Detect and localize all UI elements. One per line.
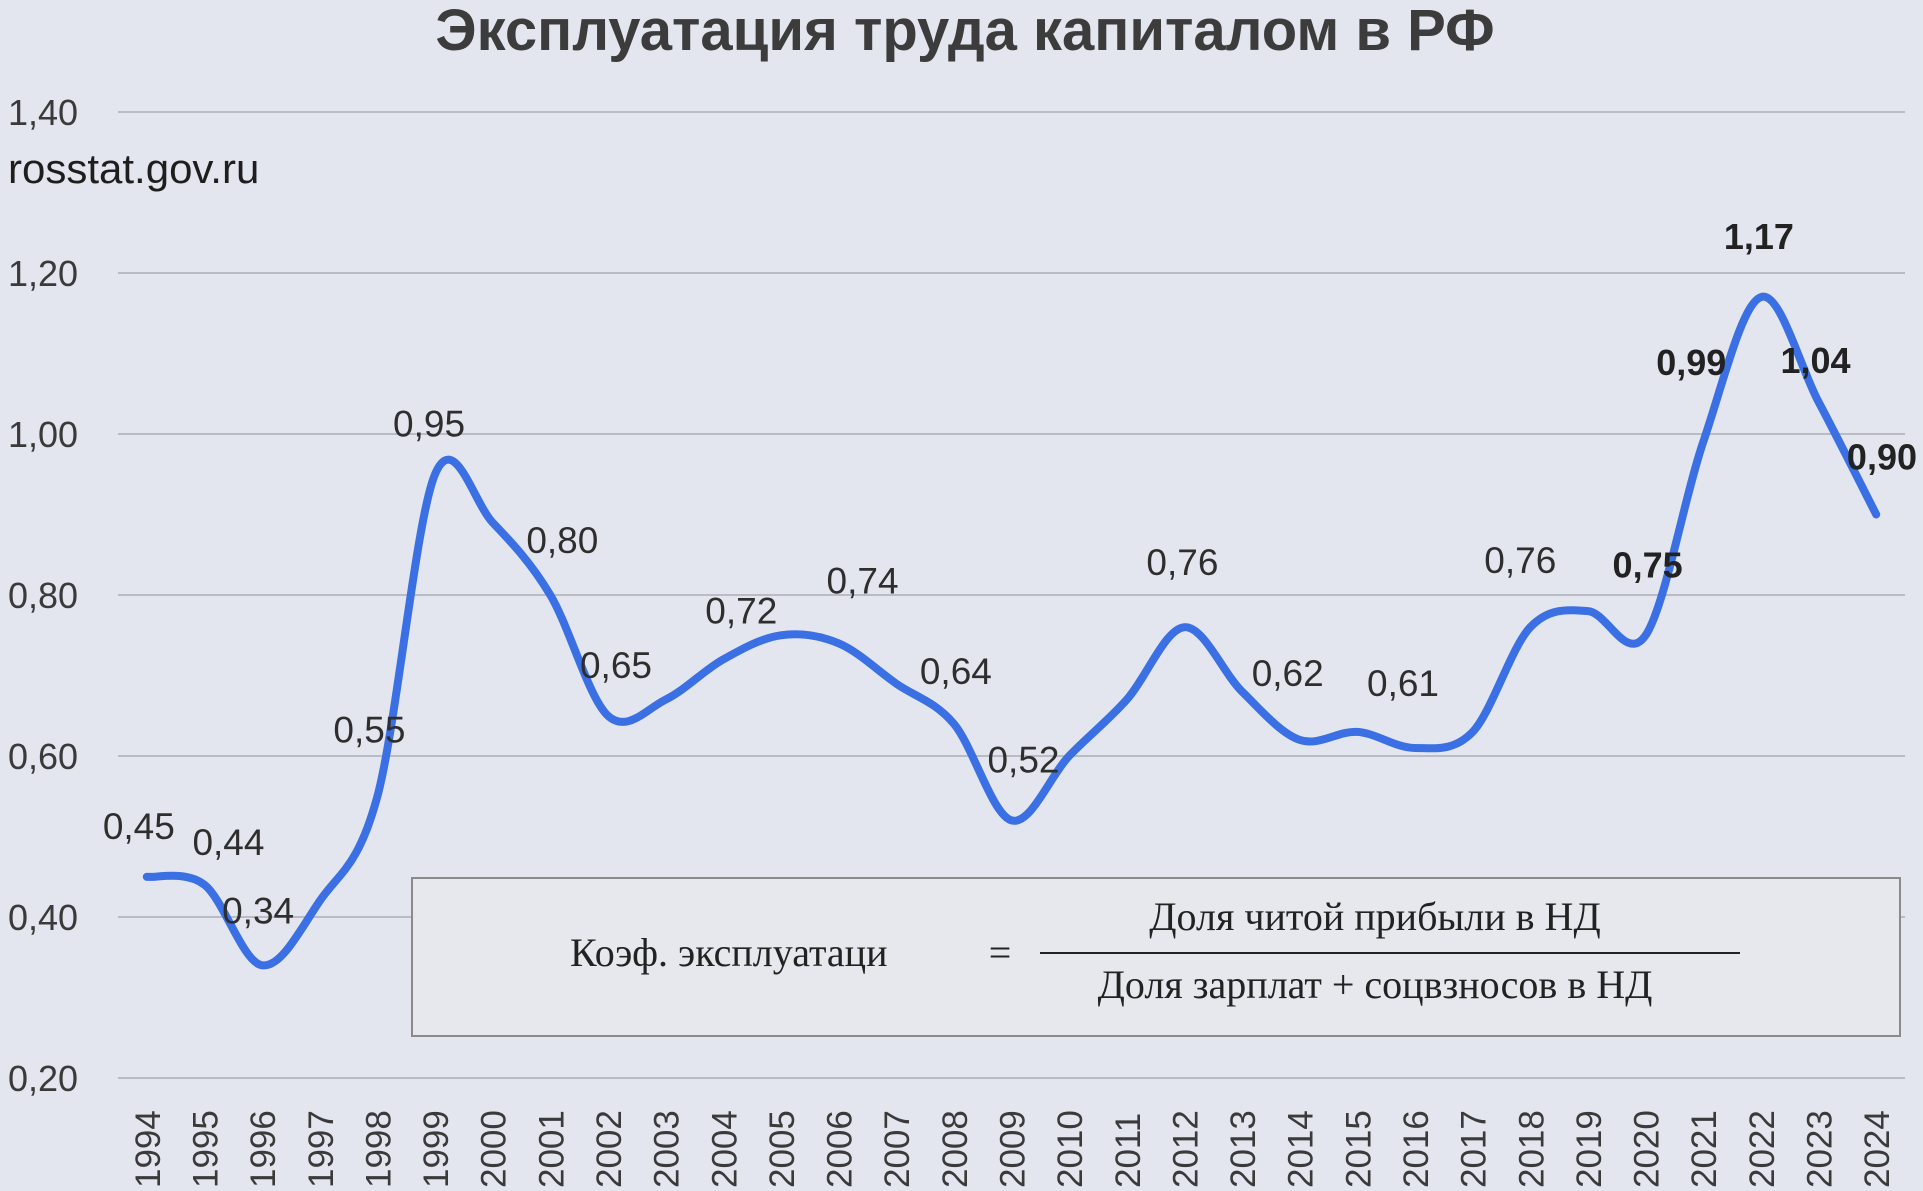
x-tick-label: 2018 [1512,1110,1551,1188]
data-label: 0,95 [393,403,465,444]
x-tick-label: 2019 [1570,1110,1609,1188]
x-tick-label: 2001 [532,1110,571,1188]
x-tick-label: 2004 [705,1110,744,1188]
data-label: 0,52 [987,739,1059,780]
x-tick-label: 2006 [821,1110,860,1188]
x-tick-label: 2020 [1628,1110,1667,1188]
x-tick-label: 2008 [936,1110,975,1188]
y-tick-label: 0,80 [8,575,78,616]
x-tick-label: 2024 [1858,1110,1897,1188]
y-axis-ticks: 0,20 0,40 0,60 0,80 1,00 1,20 1,40 [8,92,78,1099]
y-tick-label: 0,20 [8,1058,78,1099]
data-label: 0,44 [192,822,264,863]
data-label: 0,90 [1847,437,1917,478]
data-label: 0,55 [333,709,405,750]
data-label: 0,75 [1613,544,1683,585]
x-tick-label: 2015 [1339,1110,1378,1188]
y-tick-label: 1,00 [8,414,78,455]
x-tick-label: 2014 [1282,1110,1321,1188]
x-tick-label: 1996 [244,1110,283,1188]
y-tick-label: 0,40 [8,897,78,938]
x-tick-label: 2016 [1397,1110,1436,1188]
x-tick-label: 2007 [878,1110,917,1188]
formula-box: Коэф. эксплуатаци = Доля читой прибыли в… [411,877,1901,1037]
data-label: 0,61 [1367,663,1439,704]
data-label: 0,99 [1656,342,1726,383]
data-labels: 0,45 0,44 0,34 0,55 0,95 0,80 0,65 0,72 0,74 0,64… [103,216,1917,931]
y-tick-label: 1,40 [8,92,78,133]
data-label: 1,17 [1724,216,1794,257]
x-tick-label: 2009 [994,1110,1033,1188]
data-label: 0,72 [705,590,777,631]
data-label: 0,45 [103,806,175,847]
x-tick-label: 1999 [417,1110,456,1188]
x-tick-label: 2017 [1455,1110,1494,1188]
x-tick-label: 2002 [590,1110,629,1188]
data-label: 0,62 [1252,653,1324,694]
series-line [142,293,1881,970]
formula-equals: = [989,930,1012,975]
data-label: 0,80 [526,520,598,561]
x-tick-label: 2012 [1166,1110,1205,1188]
x-tick-label: 1997 [302,1110,341,1188]
formula-numerator: Доля читой прибыли в НД [1149,894,1600,939]
formula-denominator: Доля зарплат + соцвзносов в НД [1098,962,1653,1007]
formula-left: Коэф. эксплуатаци [570,930,887,975]
data-label: 0,65 [580,645,652,686]
x-tick-label: 2011 [1109,1113,1148,1188]
data-label: 0,64 [920,651,992,692]
x-tick-label: 1995 [186,1110,225,1188]
x-axis-ticks: 1994 1995 1996 1997 1998 1999 2000 2001 2002 2003… [129,1110,1897,1188]
x-tick-label: 2010 [1051,1110,1090,1188]
x-tick-label: 1994 [129,1110,168,1188]
x-tick-label: 2023 [1801,1110,1840,1188]
y-tick-label: 1,20 [8,253,78,294]
x-tick-label: 1998 [359,1110,398,1188]
data-label: 0,74 [827,560,899,601]
data-label: 0,76 [1484,540,1556,581]
data-label: 0,34 [222,890,294,931]
data-label: 1,04 [1780,340,1850,381]
formula-box-frame [411,877,1901,1037]
data-label: 0,76 [1146,542,1218,583]
chart-title: Эксплуатация труда капиталом в РФ [435,0,1494,63]
y-tick-label: 0,60 [8,736,78,777]
x-tick-label: 2003 [648,1110,687,1188]
x-tick-label: 2000 [475,1110,514,1188]
x-tick-label: 2005 [763,1110,802,1188]
source-label: rosstat.gov.ru [8,145,259,192]
x-tick-label: 2022 [1743,1110,1782,1188]
x-tick-label: 2013 [1224,1110,1263,1188]
x-tick-label: 2021 [1685,1110,1724,1188]
